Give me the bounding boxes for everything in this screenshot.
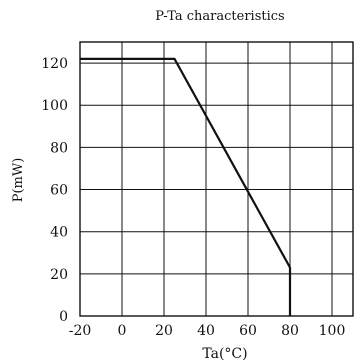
x-tick-label-4: 60 — [239, 323, 257, 339]
y-tick-label-6: 120 — [41, 56, 68, 72]
chart-title: P-Ta characteristics — [155, 9, 284, 24]
y-tick-label-5: 100 — [41, 98, 68, 114]
series-line-0 — [80, 57, 292, 316]
x-axis-label: Ta(°C) — [202, 346, 247, 362]
x-tick-labels: -20 0 20 40 60 80 100 — [69, 323, 346, 339]
series-layer — [80, 57, 292, 316]
plot-frame — [79, 41, 354, 317]
grid-lines — [80, 42, 353, 316]
y-tick-label-3: 60 — [50, 183, 68, 199]
x-tick-label-6: 100 — [319, 323, 346, 339]
x-tick-label-1: 0 — [118, 323, 127, 339]
y-tick-labels: 0 20 40 60 80 100 120 — [41, 56, 68, 325]
x-tick-label-2: 20 — [155, 323, 173, 339]
y-tick-label-1: 20 — [50, 267, 68, 283]
x-tick-label-5: 80 — [281, 323, 299, 339]
y-axis-label: P(mW) — [11, 158, 26, 203]
x-tick-label-3: 40 — [197, 323, 215, 339]
y-tick-label-4: 80 — [50, 140, 68, 156]
y-tick-label-0: 0 — [59, 309, 68, 325]
y-tick-label-2: 40 — [50, 225, 68, 241]
x-tick-label-0: -20 — [69, 323, 92, 339]
